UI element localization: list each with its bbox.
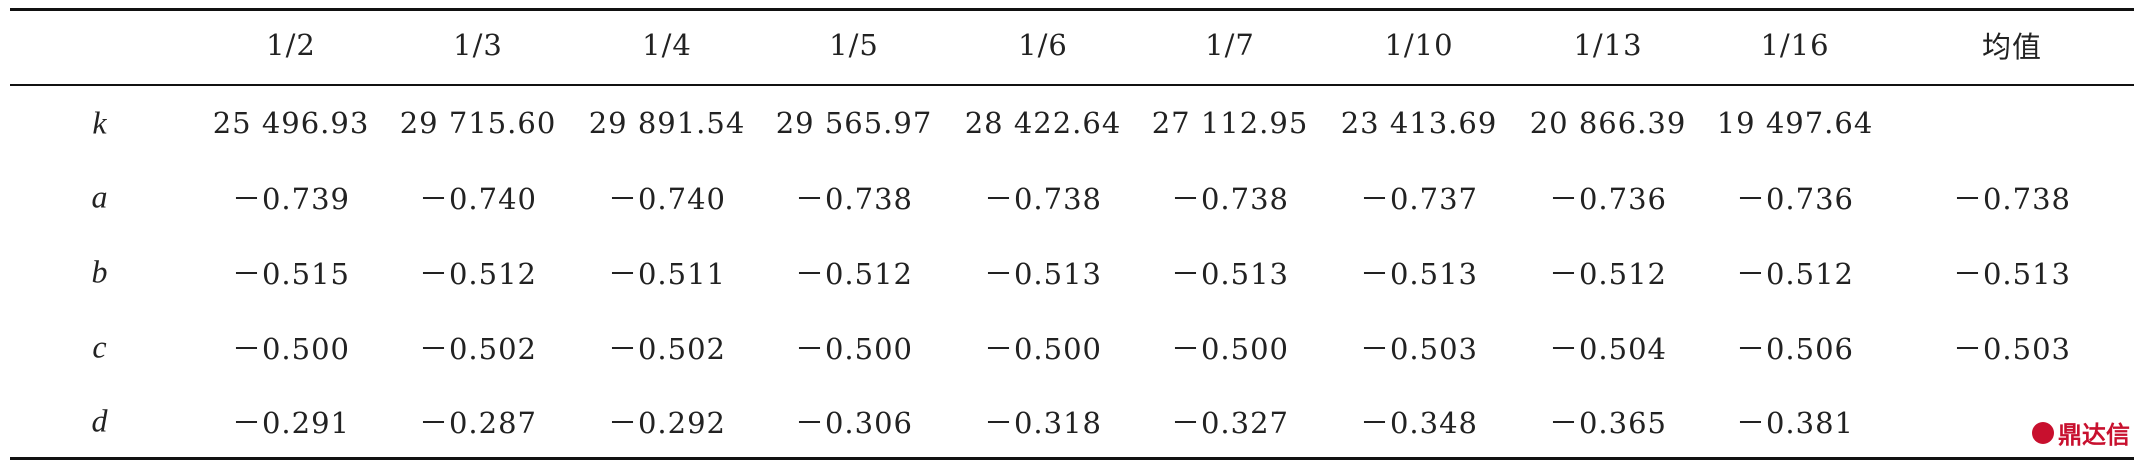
watermark-logo [2032, 421, 2054, 444]
table-cell: －0.504 [1548, 332, 1668, 366]
row-label: d [91, 402, 109, 439]
table-cell: －0.738 [1952, 182, 2072, 216]
table-cell: －0.327 [1170, 406, 1290, 440]
table-cell: 28 422.64 [964, 106, 1122, 140]
column-header: 1/10 [1384, 28, 1454, 62]
table-cell: －0.513 [1952, 257, 2072, 291]
table-cell: －0.381 [1735, 406, 1855, 440]
table-cell: －0.306 [794, 406, 914, 440]
table-cell: －0.503 [1952, 332, 2072, 366]
column-header: 1/4 [642, 28, 692, 62]
column-header: 均值 [1981, 30, 2043, 64]
table-cell: －0.738 [794, 182, 914, 216]
table-cell: －0.737 [1359, 182, 1479, 216]
column-header: 1/3 [453, 28, 503, 62]
table-cell: －0.502 [607, 332, 727, 366]
table-cell: －0.738 [1170, 182, 1290, 216]
column-header: 1/7 [1205, 28, 1255, 62]
table-cell: －0.513 [983, 257, 1103, 291]
table-cell: －0.512 [794, 257, 914, 291]
row-label: c [92, 328, 108, 365]
table-cell: －0.512 [1548, 257, 1668, 291]
table-cell: －0.739 [231, 182, 351, 216]
table-cell: －0.500 [231, 332, 351, 366]
table-cell: －0.512 [1735, 257, 1855, 291]
table-cell: －0.738 [983, 182, 1103, 216]
table-cell: 29 891.54 [588, 106, 746, 140]
table-cell: －0.736 [1735, 182, 1855, 216]
table-cell: －0.348 [1359, 406, 1479, 440]
table-cell: －0.506 [1735, 332, 1855, 366]
row-label: k [92, 104, 108, 141]
top-rule [10, 8, 2134, 11]
table-cell: －0.500 [1170, 332, 1290, 366]
table-cell: 27 112.95 [1151, 106, 1309, 140]
table-cell: 25 496.93 [212, 106, 370, 140]
table-cell: 29 565.97 [775, 106, 933, 140]
table-cell: 23 413.69 [1340, 106, 1498, 140]
table-cell: －0.511 [607, 257, 727, 291]
table-cell: －0.740 [607, 182, 727, 216]
table-cell: －0.503 [1359, 332, 1479, 366]
table-cell: －0.292 [607, 406, 727, 440]
column-header: 1/2 [266, 28, 316, 62]
table-cell: －0.500 [983, 332, 1103, 366]
table-cell: －0.502 [418, 332, 538, 366]
table-cell: －0.736 [1548, 182, 1668, 216]
table-cell: －0.513 [1359, 257, 1479, 291]
column-header: 1/5 [829, 28, 879, 62]
table-cell: －0.318 [983, 406, 1103, 440]
table-cell: －0.291 [231, 406, 351, 440]
row-label: b [91, 253, 109, 290]
table-cell: －0.515 [231, 257, 351, 291]
table-cell: 29 715.60 [399, 106, 557, 140]
bottom-rule [10, 457, 2134, 460]
column-header: 1/16 [1760, 28, 1830, 62]
table-cell: 20 866.39 [1529, 106, 1687, 140]
table-cell: 19 497.64 [1716, 106, 1874, 140]
table-cell: －0.365 [1548, 406, 1668, 440]
table-cell: －0.500 [794, 332, 914, 366]
column-header: 1/13 [1573, 28, 1643, 62]
table-cell: －0.512 [418, 257, 538, 291]
row-label: a [91, 178, 109, 215]
watermark: 鼎达信 [2032, 415, 2130, 450]
table-cell: －0.513 [1170, 257, 1290, 291]
table-cell: －0.287 [418, 406, 538, 440]
column-header: 1/6 [1018, 28, 1068, 62]
watermark-text: 鼎达信 [2058, 421, 2130, 449]
table-cell: －0.740 [418, 182, 538, 216]
header-rule [10, 84, 2134, 86]
